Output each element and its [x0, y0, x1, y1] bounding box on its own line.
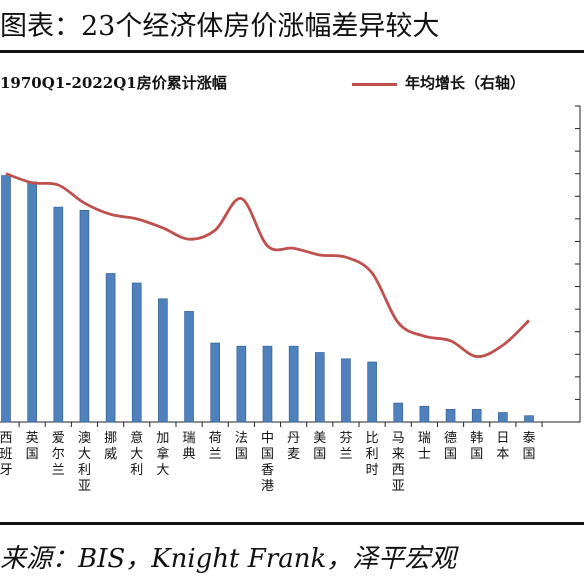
x-tick-label: 挪威 [104, 431, 117, 462]
chart-subtitle: 1970Q1-2022Q1房价累计涨幅 [0, 74, 227, 92]
x-tick-label: 荷兰 [209, 431, 222, 462]
bar [314, 352, 325, 423]
x-axis [0, 421, 580, 427]
x-tick-label: 丹麦 [287, 431, 300, 462]
x-tick-label: 德国 [444, 431, 457, 462]
bar [158, 298, 168, 423]
x-tick-label: 马来西亚 [392, 431, 405, 494]
x-tick-label: 法国 [235, 431, 248, 462]
bar [131, 282, 142, 423]
x-tick-label: 英国 [26, 431, 39, 462]
bar [288, 345, 299, 423]
chart-title: 图表：23个经济体房价涨幅差异较大 [0, 11, 440, 42]
x-tick-label: 意大利 [130, 430, 143, 478]
bar [210, 342, 220, 423]
bar [236, 345, 247, 423]
bar [341, 358, 351, 423]
bar [498, 412, 508, 423]
x-tick-label: 瑞士 [418, 431, 431, 462]
bar [27, 181, 37, 423]
x-tick-label: 日本 [496, 431, 509, 462]
bar [262, 345, 273, 423]
bar [53, 206, 64, 423]
x-tick-label: 瑞典 [183, 431, 196, 462]
title-rule [0, 50, 584, 53]
bar [79, 209, 90, 423]
bar [471, 409, 482, 423]
x-tick-label: 泰国 [522, 431, 535, 462]
right-axis [575, 105, 581, 423]
source-note: 来源：BIS，Knight Frank，泽平宏观 [0, 544, 457, 574]
x-tick-label: 美国 [313, 431, 326, 462]
growth-line [5, 172, 530, 358]
x-tick-label: 爱尔兰 [52, 431, 65, 478]
x-tick-label: 中国香港 [261, 431, 274, 494]
legend-line-label: 年均增长（右轴） [405, 74, 526, 92]
legend: 年均增长（右轴） [352, 72, 525, 93]
x-tick-label: 加拿大 [156, 431, 169, 478]
bar [367, 361, 377, 423]
bars [1, 175, 534, 423]
legend-line-swatch [352, 82, 397, 86]
x-tick-label: 芬兰 [339, 431, 352, 462]
bar [1, 175, 11, 423]
x-tick-label: 澳大利亚 [78, 430, 91, 494]
source-rule [0, 522, 584, 525]
growth-line-path [5, 172, 530, 358]
bar [419, 405, 430, 423]
bar [105, 273, 116, 423]
x-tick-label: 比利时 [366, 431, 379, 478]
bar [393, 402, 404, 423]
bar [184, 311, 194, 423]
bar [524, 415, 534, 423]
bar [445, 409, 456, 423]
x-tick-label: 韩国 [470, 431, 483, 462]
x-tick-label: 西班牙 [0, 431, 13, 478]
